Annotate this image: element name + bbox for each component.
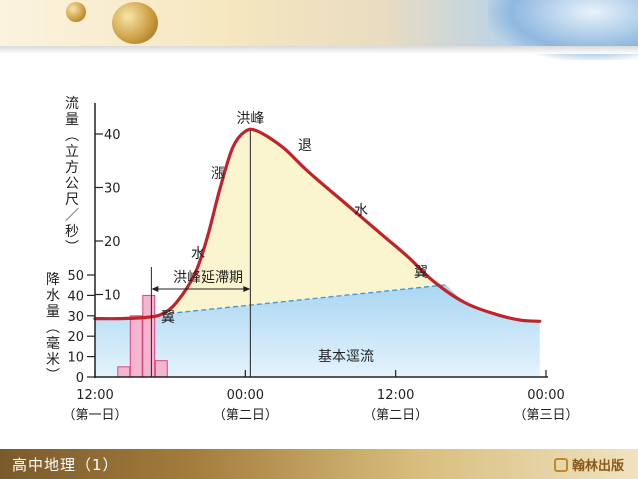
discharge-axis-label-char: 方 [65,160,79,176]
rising-limb-label: 漲 [211,166,225,182]
rainfall-tick-label: 30 [67,310,84,325]
rainfall-tick-label: 50 [67,269,84,284]
discharge-axis-label-char: 秒 [65,224,79,240]
discharge-axis-label-char: 量 [65,112,79,128]
discharge-tick-label: 40 [104,128,121,143]
rainfall-tick-label: 10 [67,351,84,366]
rainfall-bar [142,294,156,378]
baseflow-area [95,284,540,377]
rainfall-tick-label: 20 [67,330,84,345]
discharge-tick-label: 30 [104,182,121,197]
falling-limb-label: 退 [298,138,312,154]
discharge-axis-label-char: ︵ [65,128,79,144]
header-banner [0,0,638,60]
rainfall-axis-label-char: 米 [46,352,60,368]
publisher-name: 翰林出版 [571,459,624,474]
day-tick-label: （第一日） [62,408,127,423]
time-tick-label: 00:00 [227,388,264,403]
lag-period-label: 洪峰延滯期 [173,270,243,286]
discharge-axis-label-char: ︶ [65,240,79,256]
time-tick-label: 12:00 [377,388,414,403]
rainfall-tick-label: 0 [76,371,84,386]
lag-arrow-left-head [151,286,159,292]
footer-bar: 高中地理（1） 翰林出版 [0,449,638,479]
discharge-axis-label-char: 立 [65,144,79,160]
rainfall-axis-label-char: 毫 [46,335,60,352]
decorative-coin-icon [66,2,86,22]
discharge-axis-label-char: 公 [65,176,79,192]
day-tick-label: （第三日） [513,408,578,423]
time-tick-label: 00:00 [527,388,564,403]
rainfall-axis-label-char: ︵ [46,320,60,336]
rainfall-axis-label-char: 量 [46,304,60,320]
stormflow-area [161,129,446,315]
falling-limb-label: 翼 [414,265,428,281]
hanlin-logo-icon [553,458,568,472]
course-title: 高中地理（1） [12,456,119,474]
rainfall-bar [154,360,168,378]
lag-arrow-right-head [243,286,251,292]
rainfall-axis-label-char: ︶ [46,368,60,384]
discharge-tick-label: 10 [104,289,121,304]
falling-limb-label: 水 [354,203,368,219]
publisher-brand: 翰林出版 [553,455,624,474]
rainfall-axis-label-char: 降 [46,272,60,288]
header-divider [0,46,638,54]
rainfall-tick-label: 40 [67,289,84,304]
rising-limb-label: 水 [191,246,205,262]
rainfall-bar [129,315,143,378]
day-tick-label: （第二日） [213,408,278,423]
rainfall-bar [117,366,131,378]
day-tick-label: （第二日） [363,408,428,423]
baseflow-label: 基本逕流 [318,348,374,365]
decorative-coin-icon [112,2,158,44]
peak-label: 洪峰 [236,111,264,127]
rising-limb-label: 翼 [161,310,175,326]
hydrograph-chart: 10 20 30 40 0 10 20 30 40 50 12:00 （第一日） 00:00 （第二日） 1… [46,96,579,423]
discharge-tick-label: 20 [104,235,121,250]
discharge-axis-label-char: 尺 [65,192,79,208]
time-tick-label: 12:00 [76,388,113,403]
hydrograph-line [93,127,542,323]
rainfall-axis-label-char: 水 [46,288,60,304]
discharge-axis-label-char: ／ [65,208,79,224]
discharge-axis-label-char: 流 [65,96,79,112]
